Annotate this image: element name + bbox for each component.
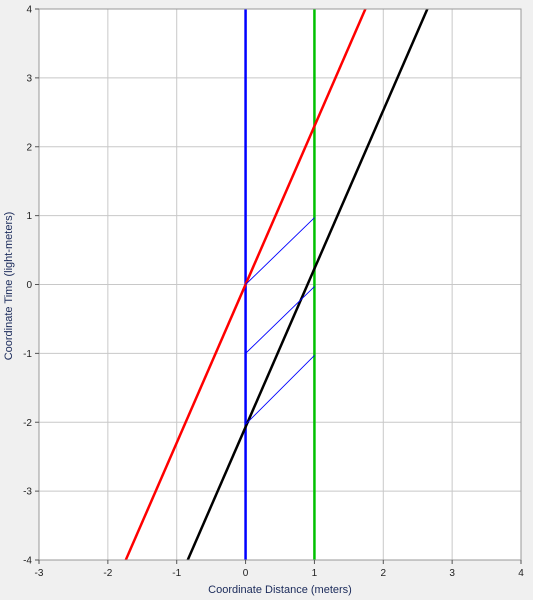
y-tick-label: 3	[26, 73, 32, 84]
series-line-4	[245, 217, 315, 285]
y-tick-label: -4	[23, 556, 32, 567]
x-tick-label: 2	[381, 568, 387, 579]
series-line-5	[245, 286, 315, 354]
x-tick-label: 1	[312, 568, 318, 579]
series-line-6	[245, 355, 315, 425]
x-tick-label: 0	[243, 568, 249, 579]
y-tick-label: -2	[23, 418, 32, 429]
series-line-3	[186, 8, 429, 561]
y-tick-labels: -4 -3 -2 -1 0 1 2 3 4	[23, 5, 39, 567]
x-tick-label: 4	[518, 568, 524, 579]
x-tick-labels: -3 -2 -1 0 1 2 3 4	[35, 560, 524, 579]
x-tick-label: -1	[172, 568, 181, 579]
y-tick-label: -1	[23, 349, 32, 360]
x-tick-label: -3	[35, 568, 44, 579]
x-axis-label: Coordinate Distance (meters)	[208, 584, 352, 596]
y-axis-label: Coordinate Time (light-meters)	[3, 212, 15, 361]
y-tick-label: 1	[26, 211, 32, 222]
y-tick-label: 4	[26, 5, 32, 16]
y-tick-label: -3	[23, 487, 32, 498]
x-tick-label: 3	[449, 568, 455, 579]
x-tick-label: -2	[103, 568, 112, 579]
y-tick-label: 0	[26, 280, 32, 291]
series-lines	[124, 8, 429, 561]
y-tick-label: 2	[26, 142, 32, 153]
